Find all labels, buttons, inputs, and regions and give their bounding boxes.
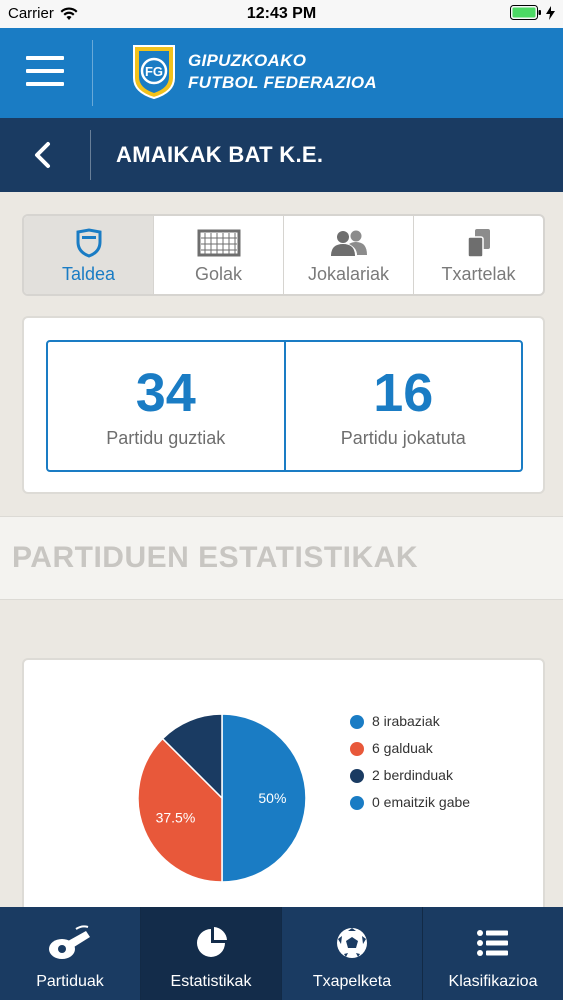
legend-item: 8 irabaziak — [350, 712, 500, 731]
tab-golak[interactable]: Golak — [154, 216, 284, 294]
legend-swatch — [350, 769, 364, 783]
played-matches-value: 16 — [373, 362, 434, 423]
tab-label: Txartelak — [441, 263, 516, 284]
wifi-icon — [60, 6, 78, 20]
carrier-label: Carrier — [8, 5, 54, 22]
federation-logo-icon: FG — [133, 45, 175, 100]
pie-slice — [221, 713, 307, 883]
federation-name: GIPUZKOAKO FUTBOL FEDERAZIOA — [188, 50, 377, 94]
tab-jokalariak[interactable]: Jokalariak — [284, 216, 414, 294]
total-matches-label: Partidu guztiak — [106, 427, 226, 448]
goal-icon — [197, 229, 240, 256]
whistle-icon — [49, 925, 90, 959]
legend-swatch — [350, 796, 364, 810]
pie-percent-label: 37.5% — [156, 809, 196, 825]
total-matches-value: 34 — [135, 362, 196, 423]
played-matches: 16 Partidu jokatuta — [283, 342, 522, 470]
pie-slice — [137, 737, 223, 883]
back-chevron-icon[interactable] — [28, 140, 58, 170]
nav-partiduak[interactable]: Partiduak — [0, 907, 141, 1000]
nav-klasifikazioa[interactable]: Klasifikazioa — [423, 907, 563, 1000]
team-tabs: Taldea Golak Jokalariak — [22, 214, 545, 296]
results-pie-chart: 50% 37.5% — [137, 713, 307, 883]
charging-icon — [546, 5, 555, 20]
status-right — [510, 5, 555, 20]
nav-label: Klasifikazioa — [448, 973, 538, 990]
battery-icon — [510, 5, 541, 20]
match-count-card: 34 Partidu guztiak 16 Partidu jokatuta — [22, 316, 545, 494]
pie-slice — [161, 713, 223, 800]
nav-estatistikak[interactable]: Estatistikak — [141, 907, 282, 1000]
pie-percent-label: 50% — [258, 790, 286, 806]
section-title: PARTIDUEN ESTATISTIKAK — [12, 541, 418, 574]
app-header: FG GIPUZKOAKO FUTBOL FEDERAZIOA — [0, 28, 563, 118]
status-bar: Carrier 12:43 PM — [0, 0, 563, 28]
chart-legend: 8 irabaziak 6 galduak 2 berdinduak 0 emaitz… — [350, 712, 500, 820]
players-icon — [330, 230, 367, 256]
match-count-box: 34 Partidu guztiak 16 Partidu jokatuta — [46, 340, 523, 472]
soccer-ball-icon — [337, 928, 367, 958]
played-matches-label: Partidu jokatuta — [340, 427, 466, 448]
stats-section-header: PARTIDUEN ESTATISTIKAK — [0, 516, 563, 600]
status-left: Carrier — [8, 5, 78, 22]
bottom-nav: Partiduak Estatistikak Txapelketa — [0, 907, 563, 1000]
cards-icon — [466, 228, 490, 258]
legend-swatch — [350, 715, 364, 729]
list-icon — [477, 930, 508, 956]
team-bar-divider — [90, 130, 91, 180]
status-time: 12:43 PM — [246, 5, 317, 22]
legend-item: 0 emaitzik gabe — [350, 793, 500, 812]
team-bar: AMAIKAK BAT K.E. — [0, 118, 563, 192]
logo-monogram: FG — [145, 64, 163, 79]
logo-line1: GIPUZKOAKO — [188, 51, 307, 70]
logo-line2: FUTBOL FEDERAZIOA — [188, 73, 377, 92]
tab-taldea[interactable]: Taldea — [24, 216, 154, 294]
legend-label: 6 galduak — [372, 740, 433, 756]
nav-txapelketa[interactable]: Txapelketa — [282, 907, 423, 1000]
tab-label: Golak — [194, 263, 243, 284]
nav-label: Partiduak — [36, 973, 104, 990]
nav-label: Txapelketa — [312, 973, 392, 990]
tab-label: Jokalariak — [307, 263, 390, 284]
legend-item: 6 galduak — [350, 739, 500, 758]
menu-icon[interactable] — [26, 56, 64, 90]
shield-icon — [76, 227, 101, 258]
legend-label: 0 emaitzik gabe — [372, 794, 471, 810]
legend-swatch — [350, 742, 364, 756]
header-divider — [92, 40, 93, 106]
tab-txartelak[interactable]: Txartelak — [414, 216, 543, 294]
tab-label: Taldea — [61, 263, 116, 284]
pie-chart-icon — [197, 927, 227, 957]
total-matches: 34 Partidu guztiak — [48, 342, 284, 470]
nav-label: Estatistikak — [170, 973, 252, 990]
legend-label: 2 berdinduak — [372, 767, 453, 783]
team-name: AMAIKAK BAT K.E. — [116, 142, 324, 167]
legend-item: 2 berdinduak — [350, 766, 500, 785]
legend-label: 8 irabaziak — [372, 713, 440, 729]
